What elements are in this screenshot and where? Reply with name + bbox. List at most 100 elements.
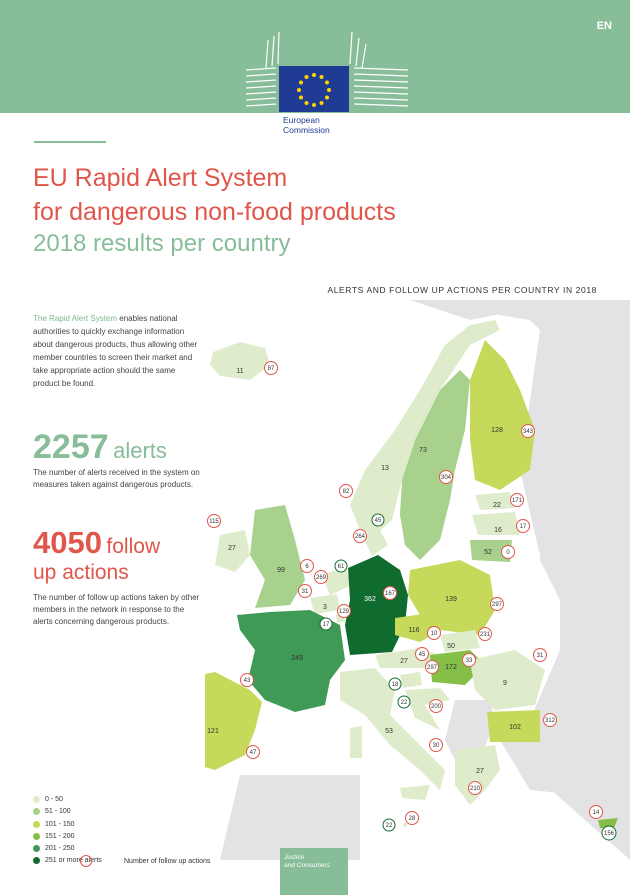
legend-label: 151 - 200 xyxy=(45,832,75,840)
alert-label-slovakia: 50 xyxy=(447,643,455,650)
followup-label-luxembourg: 129 xyxy=(339,609,350,615)
country-bulgaria xyxy=(487,710,540,742)
alert-label-iceland: 11 xyxy=(236,368,243,375)
intro-paragraph: The Rapid Alert System enables national … xyxy=(33,312,203,390)
followup-circle-malta xyxy=(405,811,419,825)
alert-label-ireland: 27 xyxy=(228,545,236,552)
alert-label-spain: 121 xyxy=(207,728,219,735)
followup-label-greece: 210 xyxy=(470,786,481,792)
followup-label-romania: 31 xyxy=(537,653,544,659)
followup-circle-lithuania xyxy=(501,545,515,559)
followup-circle-poland xyxy=(490,597,504,611)
alert-label-malta: 22 xyxy=(386,823,393,829)
alert-label-bulgaria: 102 xyxy=(509,724,521,731)
alert-circle-denmark xyxy=(371,513,385,527)
followup-label-lithuania: 0 xyxy=(506,550,510,556)
followup-circle-finland xyxy=(521,424,535,438)
follow-up-word1: follow xyxy=(106,535,161,558)
alert-label-latvia: 16 xyxy=(494,527,502,534)
followup-circle-slovenia xyxy=(462,653,476,667)
followup-circle-romania xyxy=(533,648,547,662)
european-commission-logo: European Commission xyxy=(246,30,410,142)
legend-swatch xyxy=(33,832,40,840)
logo-underline xyxy=(34,141,106,143)
country-iceland xyxy=(210,342,270,380)
intro-highlight: The Rapid Alert System xyxy=(33,314,118,323)
country-france xyxy=(237,610,345,712)
alert-label-germany: 362 xyxy=(364,596,376,603)
legend-label: 101 - 150 xyxy=(45,820,75,828)
alert-label-luxembourg: 17 xyxy=(323,622,330,628)
followup-label-malta: 28 xyxy=(409,816,416,822)
country-malta xyxy=(403,823,407,827)
alerts-word: alerts xyxy=(113,438,167,463)
alert-circle-croatia xyxy=(397,695,411,709)
country-lithuania xyxy=(470,540,512,562)
alerts-figure: 2257 alerts xyxy=(33,428,167,467)
followup-label-belgium: 31 xyxy=(302,589,309,595)
footer-line1: Justice xyxy=(284,854,305,861)
country-ireland xyxy=(215,530,250,572)
legend-swatch xyxy=(33,845,40,853)
follow-up-circle-icon xyxy=(80,855,92,867)
non-eu-land xyxy=(410,300,630,860)
followup-label-spain: 47 xyxy=(250,750,257,756)
country-slovenia xyxy=(400,672,422,688)
followup-label-uk: 6 xyxy=(305,564,309,570)
alert-label-sweden: 73 xyxy=(419,447,427,454)
followup-label-slovenia: 33 xyxy=(466,658,473,664)
alert-label-estonia: 22 xyxy=(493,502,501,509)
title-line1: EU Rapid Alert System xyxy=(33,164,288,192)
followup-circle-norway xyxy=(339,484,353,498)
alert-label-france: 249 xyxy=(291,655,303,662)
followup-label-germany: 167 xyxy=(385,591,396,597)
followup-label-latvia: 17 xyxy=(520,524,527,530)
followup-circle-netherlands xyxy=(314,570,328,584)
alert-label-czechia: 116 xyxy=(408,627,419,634)
legend-label: 201 - 250 xyxy=(45,845,75,853)
country-italy xyxy=(340,668,445,790)
logo-text-line2: Commission xyxy=(283,125,330,135)
country-finland xyxy=(470,340,535,490)
followup-circle-croatia xyxy=(429,699,443,713)
eu-flag-icon xyxy=(279,66,349,112)
followup-circle-hungary xyxy=(425,660,439,674)
country-slovakia xyxy=(440,630,480,652)
country-norway xyxy=(350,320,500,535)
country-latvia xyxy=(472,512,520,535)
logo-text-box: European Commission xyxy=(279,113,351,142)
alert-label-netherlands: 61 xyxy=(338,564,345,570)
footer-badge: Justice and Consumers xyxy=(280,848,348,895)
africa-land xyxy=(220,775,360,860)
country-greece xyxy=(455,745,500,805)
followup-circle-bulgaria xyxy=(543,713,557,727)
legend-follow-up-label: Number of follow up actions xyxy=(124,858,211,865)
alert-label-romania: 9 xyxy=(503,680,507,687)
legend-label: 251 or more alerts xyxy=(45,857,102,865)
followup-circle-uk xyxy=(300,559,314,573)
followup-circle-austria xyxy=(415,647,429,661)
followup-circle-iceland xyxy=(264,361,278,375)
russia-land xyxy=(410,300,630,570)
followup-label-austria: 45 xyxy=(419,652,426,658)
alert-label-croatia: 22 xyxy=(401,700,408,706)
legend-label: 0 - 50 xyxy=(45,796,63,803)
alert-label-hungary: 172 xyxy=(445,664,457,671)
logo-text: European Commission xyxy=(283,115,330,135)
title-line2: for dangerous non-food products xyxy=(33,198,396,226)
alerts-description: The number of alerts received in the sys… xyxy=(33,468,200,489)
turkey-land xyxy=(500,730,630,800)
followup-circle-latvia xyxy=(516,519,530,533)
language-label[interactable]: EN xyxy=(596,20,612,32)
logo-text-line1: European xyxy=(283,115,320,125)
followup-label-hungary: 297 xyxy=(427,665,438,671)
followup-circle-greece xyxy=(468,781,482,795)
followup-label-finland: 343 xyxy=(523,429,534,435)
alert-label-poland: 139 xyxy=(445,596,457,603)
alert-label-lithuania: 52 xyxy=(484,549,492,556)
legend-swatch xyxy=(33,808,40,816)
alert-label-norway: 13 xyxy=(381,465,389,472)
country-netherlands xyxy=(322,567,352,595)
followup-label-slovakia: 231 xyxy=(480,632,491,638)
europe-map: 11 13 73 128 22 16 52 27 99 3 249 139 11… xyxy=(205,300,630,860)
